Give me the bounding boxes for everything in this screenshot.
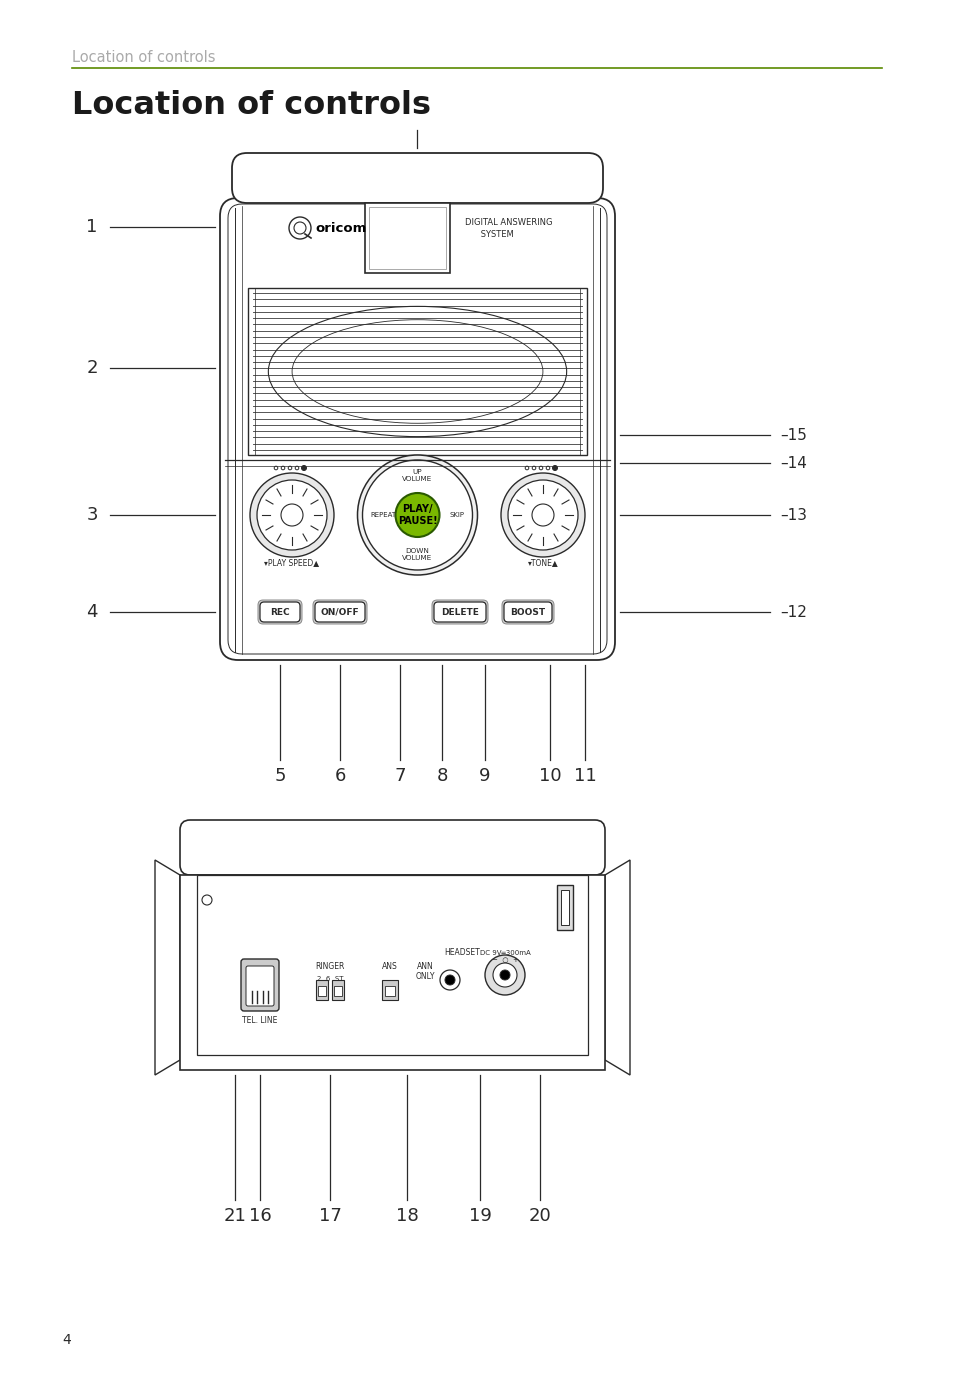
Text: 21: 21: [223, 1206, 246, 1224]
Polygon shape: [604, 860, 629, 1075]
Text: REPEAT: REPEAT: [370, 511, 396, 518]
Circle shape: [395, 493, 439, 538]
FancyBboxPatch shape: [246, 966, 274, 1006]
Bar: [180, 875, 604, 1070]
FancyBboxPatch shape: [501, 600, 554, 625]
Text: –15: –15: [780, 427, 806, 442]
Text: 8: 8: [436, 767, 447, 785]
Bar: [317, 985, 326, 996]
FancyBboxPatch shape: [260, 603, 299, 622]
FancyBboxPatch shape: [434, 603, 485, 622]
FancyBboxPatch shape: [432, 600, 488, 625]
Text: ▾TONE▲: ▾TONE▲: [527, 558, 558, 567]
FancyBboxPatch shape: [313, 600, 367, 625]
Text: –13: –13: [780, 507, 806, 522]
Bar: [369, 207, 446, 269]
Circle shape: [552, 466, 557, 470]
FancyBboxPatch shape: [503, 603, 552, 622]
Text: SKIP: SKIP: [449, 511, 464, 518]
FancyBboxPatch shape: [257, 600, 302, 625]
Ellipse shape: [268, 307, 566, 437]
Text: oricom: oricom: [314, 221, 366, 235]
Circle shape: [357, 455, 477, 575]
Text: Location of controls: Location of controls: [71, 50, 215, 65]
Text: DC 9V═300mA
−  ○  +: DC 9V═300mA − ○ +: [479, 949, 530, 963]
Bar: [365, 203, 450, 274]
Text: 20: 20: [528, 1206, 551, 1224]
Bar: [381, 980, 397, 1001]
Circle shape: [444, 974, 455, 985]
Circle shape: [250, 473, 334, 557]
Bar: [557, 884, 573, 930]
FancyBboxPatch shape: [314, 603, 365, 622]
FancyBboxPatch shape: [220, 198, 615, 661]
Text: 2  6  ST: 2 6 ST: [316, 976, 343, 983]
FancyBboxPatch shape: [241, 959, 278, 1012]
Text: 4: 4: [86, 603, 97, 621]
Text: ANN
ONLY: ANN ONLY: [415, 962, 435, 981]
Circle shape: [500, 473, 584, 557]
Circle shape: [499, 970, 510, 980]
Bar: [560, 890, 568, 925]
Text: 18: 18: [395, 1206, 418, 1224]
FancyBboxPatch shape: [232, 153, 602, 203]
Circle shape: [202, 896, 212, 905]
Text: PLAY/
PAUSE!: PLAY/ PAUSE!: [397, 504, 436, 525]
Text: 17: 17: [318, 1206, 341, 1224]
Text: 4: 4: [62, 1334, 71, 1347]
Bar: [332, 980, 344, 1001]
Text: DOWN
VOLUME: DOWN VOLUME: [402, 549, 432, 561]
Text: 19: 19: [468, 1206, 491, 1224]
Text: ▾PLAY SPEED▲: ▾PLAY SPEED▲: [264, 558, 319, 567]
Polygon shape: [154, 860, 180, 1075]
Text: ANS: ANS: [382, 962, 397, 972]
Text: TEL. LINE: TEL. LINE: [242, 1016, 277, 1025]
Circle shape: [484, 955, 524, 995]
Text: 16: 16: [249, 1206, 271, 1224]
Text: –12: –12: [780, 604, 806, 619]
Circle shape: [301, 466, 306, 470]
Ellipse shape: [292, 319, 542, 423]
Circle shape: [289, 217, 311, 239]
Bar: [334, 985, 341, 996]
Circle shape: [493, 963, 517, 987]
Text: 3: 3: [86, 506, 97, 524]
Circle shape: [362, 460, 472, 569]
Bar: [196, 875, 587, 1054]
Text: HEADSET: HEADSET: [444, 948, 479, 956]
Circle shape: [256, 480, 327, 550]
Circle shape: [281, 504, 303, 527]
Text: 10: 10: [538, 767, 560, 785]
Text: 11: 11: [573, 767, 596, 785]
Text: REC: REC: [270, 608, 290, 616]
Text: 5: 5: [274, 767, 286, 785]
Text: 1: 1: [86, 218, 97, 236]
Text: 9: 9: [478, 767, 490, 785]
Bar: [248, 287, 586, 455]
Bar: [385, 985, 395, 996]
Circle shape: [507, 480, 578, 550]
Circle shape: [294, 223, 306, 234]
Text: Location of controls: Location of controls: [71, 90, 431, 122]
Text: BOOST: BOOST: [510, 608, 545, 616]
FancyBboxPatch shape: [180, 820, 604, 875]
Text: DELETE: DELETE: [440, 608, 478, 616]
Circle shape: [532, 504, 554, 527]
Text: DIGITAL ANSWERING
      SYSTEM: DIGITAL ANSWERING SYSTEM: [464, 218, 552, 239]
Text: ON/OFF: ON/OFF: [320, 608, 359, 616]
Text: 7: 7: [394, 767, 405, 785]
Circle shape: [439, 970, 459, 990]
Text: 6: 6: [334, 767, 345, 785]
Bar: [315, 980, 328, 1001]
Text: –14: –14: [780, 456, 806, 470]
Text: UP
VOLUME: UP VOLUME: [402, 468, 432, 482]
Text: RINGER: RINGER: [315, 962, 344, 972]
Text: 2: 2: [86, 359, 97, 377]
